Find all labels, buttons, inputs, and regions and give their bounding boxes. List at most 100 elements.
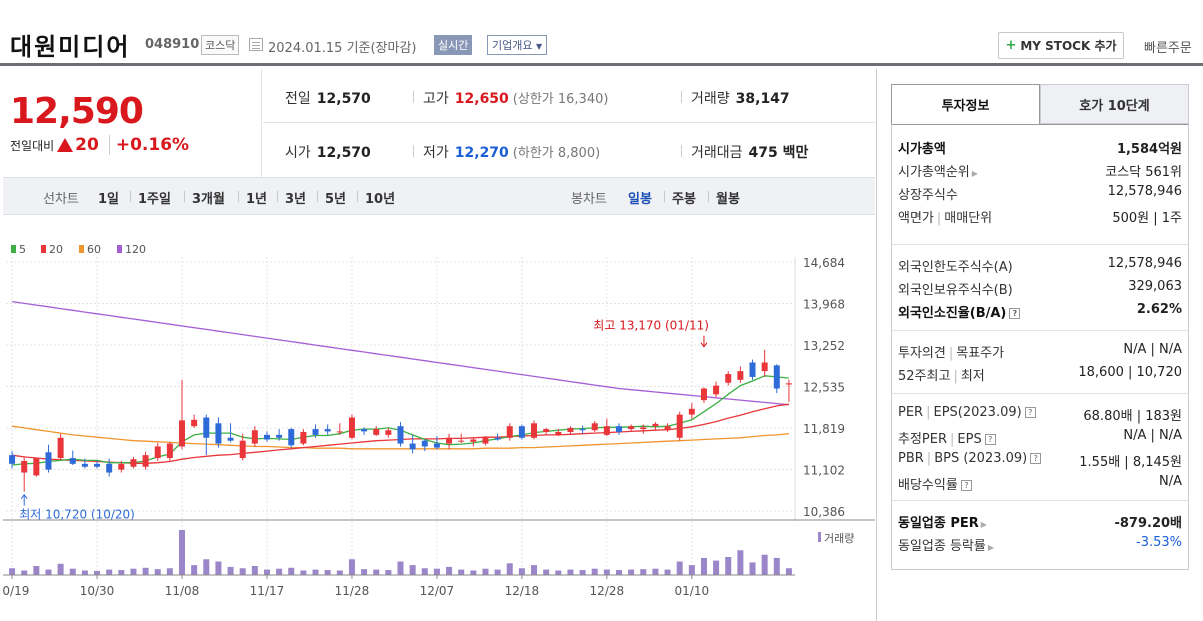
- legend-swatch: [79, 245, 84, 253]
- company-overview-dropdown[interactable]: 기업개요 ▼: [487, 35, 548, 55]
- candle-body: [142, 455, 149, 467]
- volume-bar: [276, 568, 283, 575]
- plus-icon: +: [1005, 38, 1017, 53]
- info-value: N/A: [1159, 474, 1182, 489]
- volume-bar: [288, 567, 295, 575]
- candle-body: [57, 437, 64, 459]
- info-value: 18,600 | 10,720: [1078, 365, 1182, 380]
- volume-bar: [688, 565, 695, 575]
- candle-body: [676, 414, 683, 438]
- investment-info-panel: 투자정보 호가 10단계 시가총액 1,584억원 시가총액순위 ▶ 코스닥 561위 상…: [876, 69, 1203, 621]
- price-chart[interactable]: 5 20 60 120 14,684 13,968 13,252 12,535 11,819 11…: [0, 215, 875, 621]
- candle-body: [700, 388, 707, 401]
- realtime-button[interactable]: 실시간: [434, 35, 473, 55]
- info-tabs: 투자정보 호가 10단계: [891, 84, 1189, 124]
- candle-weekly[interactable]: 주봉: [672, 192, 696, 207]
- volume-bar: [94, 570, 101, 575]
- info-group-5: 동일업종 PER ▶ -879.20배 동일업종 등락률 ▶ -3.53%: [892, 500, 1188, 555]
- candle-body: [263, 434, 270, 440]
- candle-body: [615, 426, 622, 432]
- y-tick-label: 11,102: [803, 464, 845, 478]
- info-row[interactable]: 동일업종 등락률 ▶ -3.53%: [892, 532, 1188, 555]
- info-key: 액면가 | 매매단위: [898, 211, 993, 226]
- info-group-1: 시가총액 1,584억원 시가총액순위 ▶ 코스닥 561위 상장주식수 12,578,94…: [892, 135, 1188, 227]
- candle-body: [21, 460, 28, 473]
- volume-bar: [118, 570, 125, 575]
- stock-name: 대원미디어: [10, 33, 131, 61]
- tab-investment-info[interactable]: 투자정보: [891, 84, 1040, 124]
- stock-header: 대원미디어 048910 코스닥 2024.01.15 기준(장마감) 실시간 …: [0, 0, 1203, 66]
- candle-body: [567, 427, 574, 432]
- calendar-icon: [249, 38, 263, 51]
- candle-body: [773, 365, 780, 389]
- price-summary: 전일 12,570 고가 12,650 (상한가 16,340) 거래량 38,147 …: [263, 69, 875, 177]
- volume-bar: [458, 569, 465, 575]
- volume-bar: [179, 530, 186, 575]
- candle-body: [312, 429, 319, 435]
- open-price: 시가 12,570: [285, 145, 371, 161]
- legend-swatch: [41, 245, 46, 253]
- info-row: PER | EPS(2023.09)? 68.80배 | 183원: [892, 402, 1188, 425]
- quick-order-link[interactable]: 빠른주문: [1144, 41, 1192, 56]
- info-row: 외국인한도주식수(A) 12,578,946: [892, 253, 1188, 276]
- candle-body: [154, 446, 161, 459]
- candle-body: [543, 429, 550, 432]
- candle-body: [761, 362, 768, 372]
- volume-bar: [652, 568, 659, 575]
- info-row: 외국인보유주식수(B) 329,063: [892, 276, 1188, 299]
- candle-body: [591, 423, 598, 431]
- volume-bar: [215, 561, 222, 575]
- period-3y[interactable]: 3년: [285, 192, 307, 207]
- period-1y[interactable]: 1년: [246, 192, 268, 207]
- help-icon[interactable]: ?: [984, 434, 996, 445]
- info-row[interactable]: 동일업종 PER ▶ -879.20배: [892, 509, 1188, 532]
- volume-bar: [106, 569, 113, 575]
- volume-bar: [21, 570, 28, 575]
- period-3m[interactable]: 3개월: [192, 192, 225, 207]
- legend-label-60: 60: [87, 243, 101, 256]
- low-price: 저가 12,270 (하한가 8,800): [423, 145, 601, 161]
- help-icon[interactable]: ?: [1030, 453, 1042, 464]
- candle-body: [725, 374, 732, 383]
- period-10y[interactable]: 10년: [365, 192, 396, 207]
- help-icon[interactable]: ?: [960, 480, 972, 491]
- candle-body: [118, 463, 125, 470]
- candle-body: [664, 426, 671, 431]
- legend-label-5: 5: [19, 243, 26, 256]
- info-row: 상장주식수 12,578,946: [892, 181, 1188, 204]
- change-amount: 20: [75, 135, 99, 155]
- help-icon[interactable]: ?: [1009, 308, 1021, 319]
- candle-daily[interactable]: 일봉: [628, 192, 652, 207]
- candle-body: [785, 383, 792, 385]
- period-1d[interactable]: 1일: [98, 192, 120, 207]
- help-icon[interactable]: ?: [1024, 407, 1036, 418]
- info-row: 액면가 | 매매단위 500원 | 1주: [892, 204, 1188, 227]
- stock-code: 048910: [145, 37, 200, 52]
- info-key: 시가총액: [898, 142, 946, 157]
- candle-body: [130, 459, 137, 467]
- period-1w[interactable]: 1주일: [138, 192, 171, 207]
- summary-row-1: 전일 12,570 고가 12,650 (상한가 16,340) 거래량 38,147: [263, 69, 875, 123]
- info-row[interactable]: 시가총액순위 ▶ 코스닥 561위: [892, 158, 1188, 181]
- volume-bar: [591, 568, 598, 575]
- volume-bar: [543, 569, 550, 575]
- info-value: 12,578,946: [1107, 256, 1182, 271]
- candle-monthly[interactable]: 월봉: [716, 192, 740, 207]
- add-my-stock-button[interactable]: + MY STOCK 추가: [998, 32, 1124, 59]
- company-overview-label: 기업개요: [492, 39, 533, 52]
- x-tick-label: 10/19: [3, 584, 29, 598]
- candle-body: [191, 419, 198, 427]
- chart-period-bar: 선차트 1일 1주일 3개월 1년 3년 5년 10년 봉차트 일봉 주봉 월봉: [3, 177, 875, 215]
- low-annotation: 최저 10,720 (10/20): [19, 508, 135, 522]
- candle-body: [555, 431, 562, 435]
- info-row: 투자의견 | 목표주가 N/A | N/A: [892, 339, 1188, 362]
- y-tick-label: 13,252: [803, 339, 845, 353]
- period-5y[interactable]: 5년: [325, 192, 347, 207]
- candle-body: [470, 439, 477, 442]
- candle-body: [409, 443, 416, 450]
- candle-body: [94, 463, 101, 467]
- tab-order-book[interactable]: 호가 10단계: [1040, 84, 1189, 124]
- info-group-4: PER | EPS(2023.09)? 68.80배 | 183원 추정PER | EPS?…: [892, 393, 1188, 494]
- candle-body: [239, 440, 246, 459]
- volume-bar: [385, 570, 392, 575]
